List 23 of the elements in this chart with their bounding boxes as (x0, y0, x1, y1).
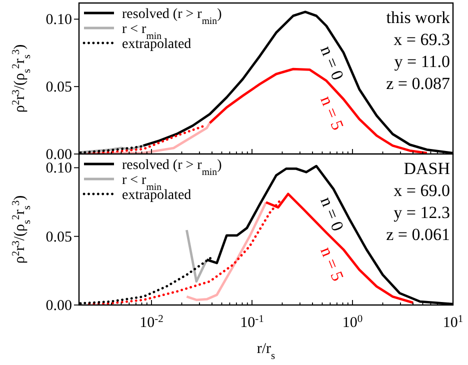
annotation: y = 12.3 (394, 203, 450, 222)
annotation: n = 0 (316, 43, 348, 83)
y-tick-label: 0.10 (46, 160, 72, 177)
annotation: y = 11.0 (394, 52, 450, 71)
annotation: x = 69.0 (394, 181, 450, 200)
annotation: z = 0.087 (386, 74, 450, 93)
x-tick-label: 10$^{1}$ (442, 314, 464, 331)
annotation: n = 0 (316, 194, 348, 234)
annotation: z = 0.061 (386, 225, 450, 244)
x-tick-label: 10$^{0}$ (342, 314, 363, 331)
x-axis-title: r/r$_{s}$ (256, 341, 276, 362)
x-tick-label: 10$^{-2}$ (140, 314, 164, 331)
x-tick-label: 10$^{-1}$ (240, 314, 264, 331)
y-tick-label: 0.00 (46, 298, 72, 314)
y-tick-label: 0.05 (46, 80, 72, 96)
annotation: x = 69.3 (394, 30, 450, 49)
annotation: n = 5 (316, 93, 348, 133)
y-tick-label: 0.00 (46, 147, 72, 163)
annotation: n = 5 (316, 244, 348, 284)
y-tick-label: 0.05 (46, 229, 72, 246)
annotation: DASH (404, 159, 450, 178)
y-tick-label: 0.10 (46, 12, 72, 28)
annotation: this work (386, 8, 450, 27)
